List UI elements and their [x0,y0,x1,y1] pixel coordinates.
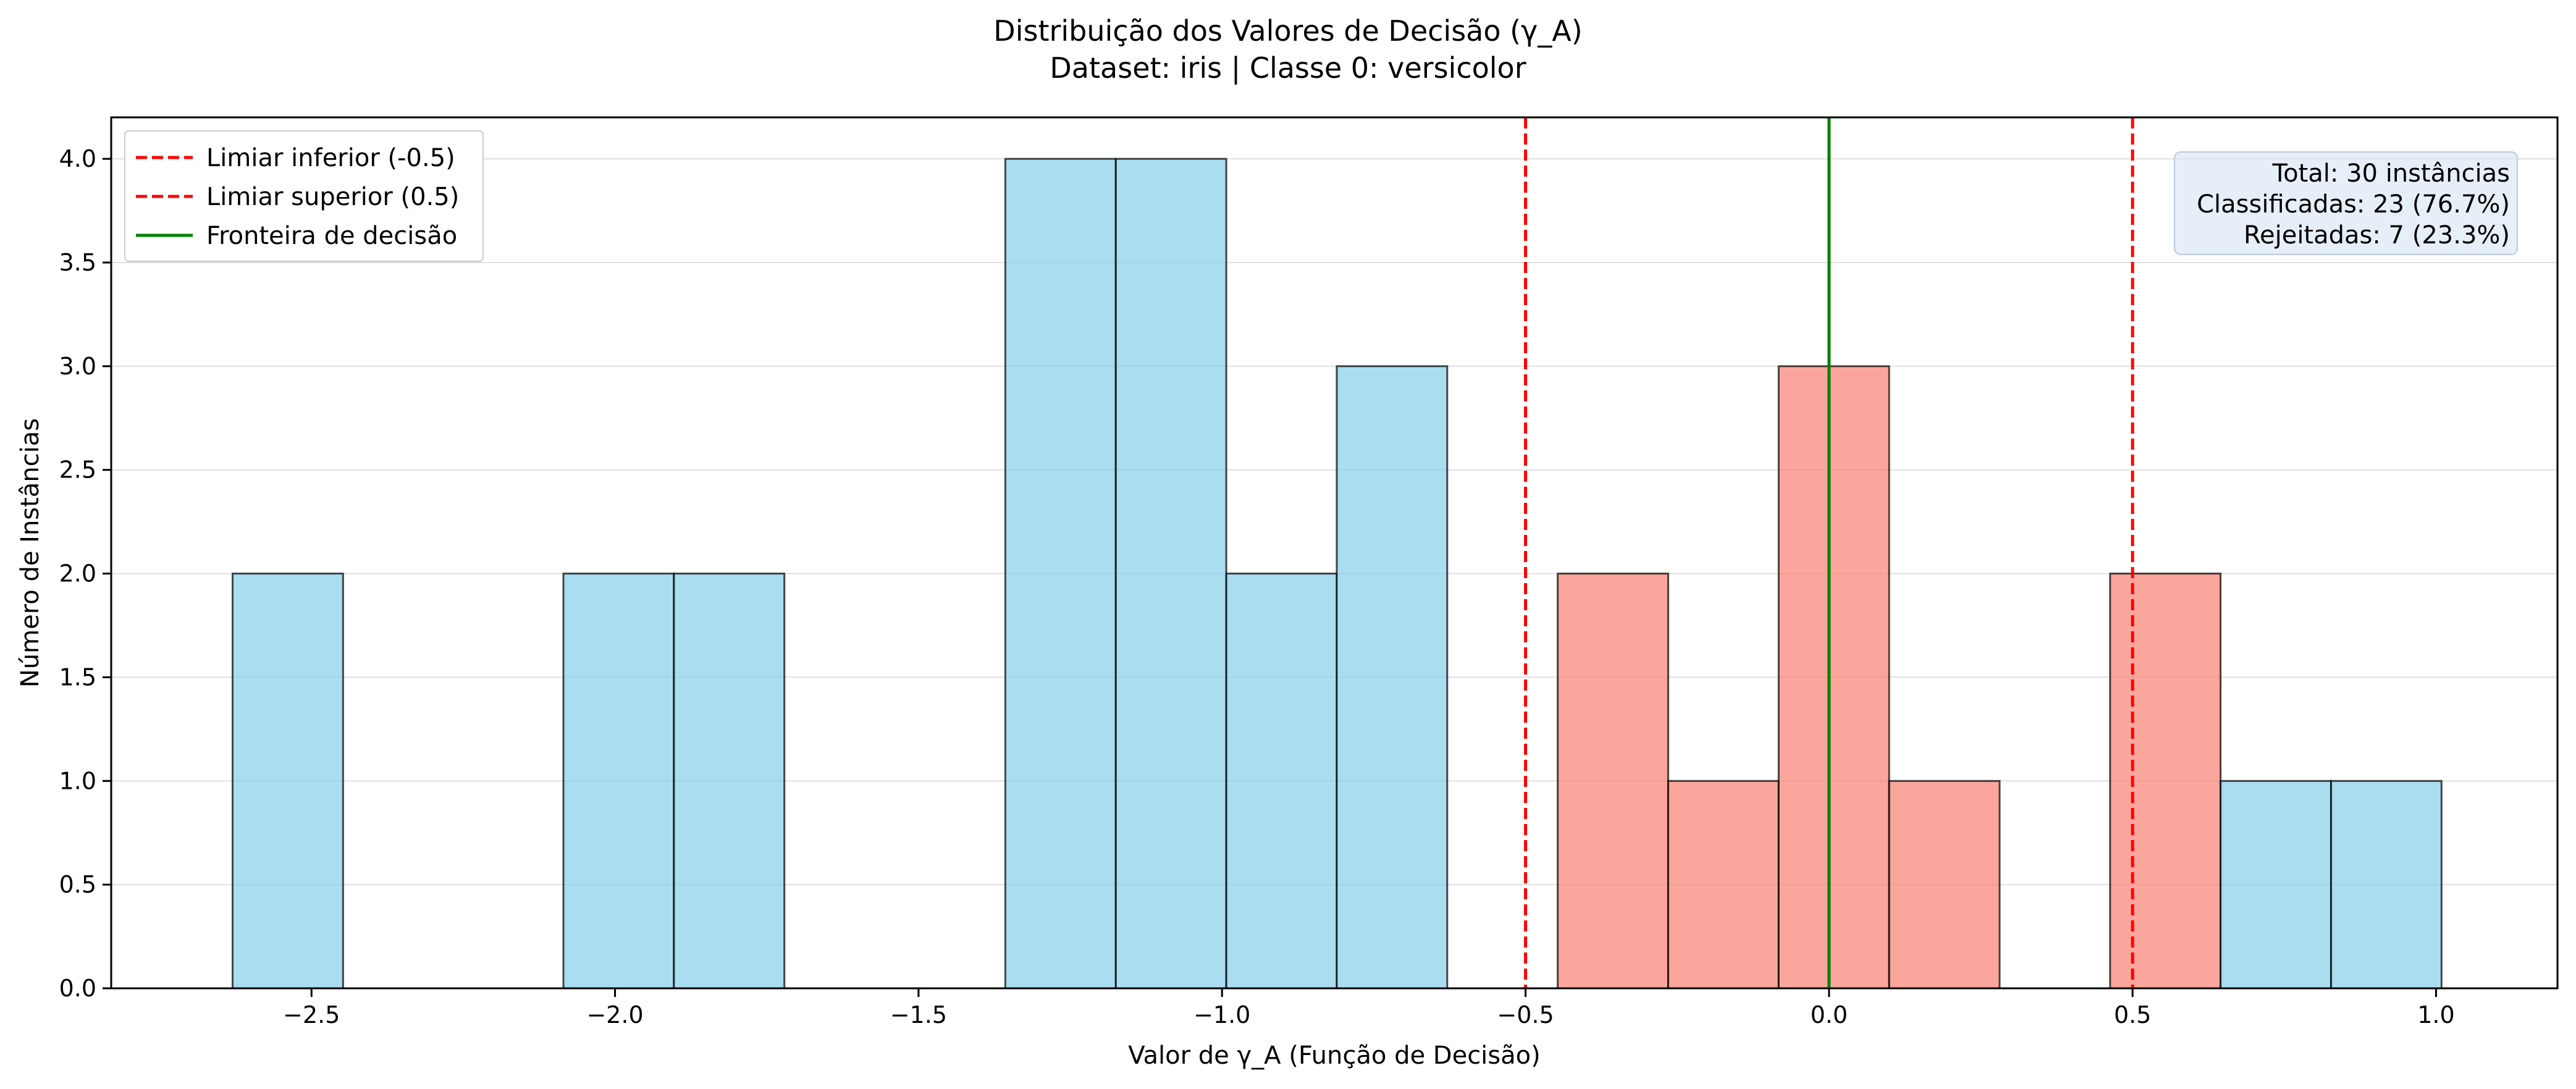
histogram-bar [232,573,344,990]
y-tick-label: 1.0 [59,767,96,794]
reference-lines [1524,117,2134,988]
info-box-line: Total: 30 instâncias [2271,159,2510,188]
histogram-bars [232,158,2443,990]
legend-entry: Limiar inferior (-0.5) [206,144,455,172]
info-box-line: Classificadas: 23 (76.7%) [2197,190,2510,219]
histogram-bar [1667,780,1780,990]
x-axis-label: Valor de γ_A (Função de Decisão) [1128,1041,1540,1070]
y-tick-label: 4.0 [59,145,96,172]
info-box-line: Rejeitadas: 7 (23.3%) [2244,221,2510,250]
x-tick-label: −1.0 [1193,1001,1250,1028]
histogram-bar [1004,158,1117,990]
legend-entry: Fronteira de decisão [206,222,457,250]
histogram-bar [673,573,786,990]
histogram-bar [1777,365,1890,990]
legend: Limiar inferior (-0.5) Limiar superior (0… [124,130,484,262]
histogram-bar [2109,573,2222,990]
x-tick-label: 1.0 [2417,1001,2454,1028]
x-tick-label: 0.0 [1811,1001,1848,1028]
y-tick-label: 3.0 [59,353,96,380]
histogram-bar [1336,365,1449,990]
plot-area-frame [110,116,2559,990]
histogram-bar [562,573,675,990]
histogram-bar [2330,780,2443,990]
histogram-bar [1114,158,1227,990]
histogram-bar [1225,573,1338,990]
y-tick-label: 2.5 [59,456,96,484]
y-tick-label: 3.5 [59,249,96,276]
x-axis-ticks: −2.5 −2.0 −1.5 −1.0 −0.5 0.0 0.5 1.0 [283,988,2455,1028]
info-box-background [2174,151,2518,255]
histogram-bar [1557,573,1669,990]
x-tick-label: −1.5 [890,1001,947,1028]
chart-title: Distribuição dos Valores de Decisão (γ_A… [993,14,1582,48]
y-tick-label: 0.0 [59,975,96,1002]
x-tick-label: −2.0 [586,1001,643,1028]
y-tick-label: 2.0 [59,560,96,587]
y-axis-ticks: 0.0 0.5 1.0 1.5 2.0 2.5 3.0 3.5 4.0 [59,145,111,1002]
chart-subtitle: Dataset: iris | Classe 0: versicolor [1050,51,1526,85]
x-tick-label: −0.5 [1497,1001,1554,1028]
x-tick-label: −2.5 [283,1001,340,1028]
histogram-bar [1888,780,2001,990]
y-axis-label: Número de Instâncias [16,418,44,687]
histogram-bar [2220,780,2332,990]
x-tick-label: 0.5 [2114,1001,2151,1028]
y-tick-label: 0.5 [59,871,96,898]
y-tick-label: 1.5 [59,663,96,691]
legend-entry: Limiar superior (0.5) [206,183,459,211]
legend-box [124,130,484,262]
